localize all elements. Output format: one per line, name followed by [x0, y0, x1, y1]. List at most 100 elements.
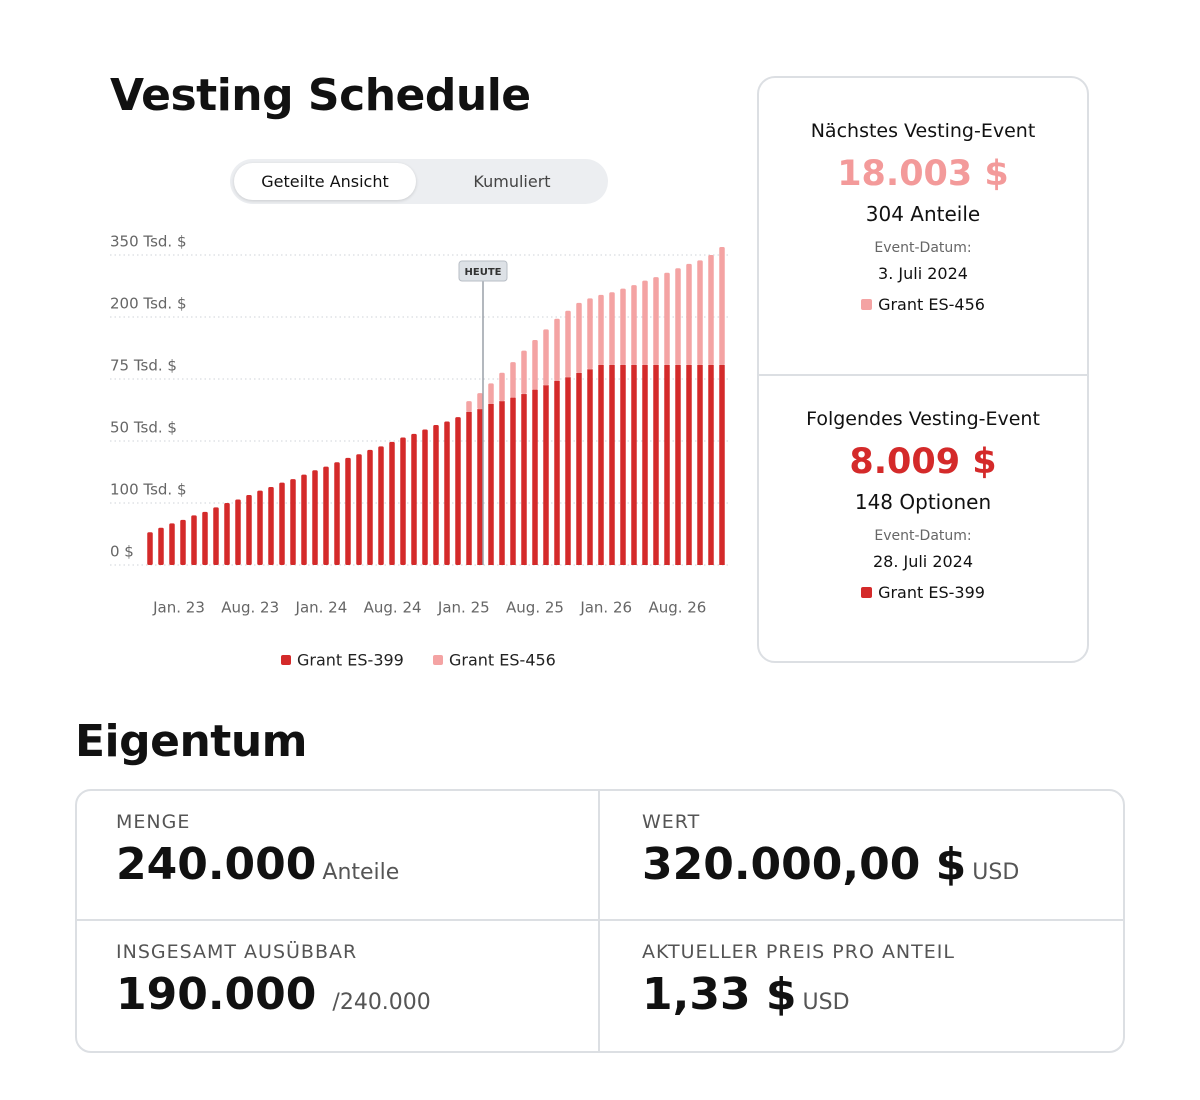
bar	[180, 519, 186, 565]
bar	[521, 394, 527, 565]
bar	[389, 441, 395, 565]
bar	[653, 364, 659, 565]
value: 240.000	[116, 839, 317, 890]
event: Nächstes Vesting-Event 18.003 $ 304 Ante…	[759, 120, 1087, 314]
bar	[290, 479, 296, 565]
bar	[422, 429, 428, 565]
cell-label: WERT	[642, 811, 701, 833]
bar	[565, 377, 571, 565]
x-tick-label: Jan. 25	[437, 599, 490, 617]
bar	[158, 527, 164, 565]
x-tick-label: Jan. 24	[295, 599, 348, 617]
bar	[477, 409, 483, 565]
event-date-label: Event-Datum:	[874, 528, 972, 544]
value: 190.000	[116, 969, 317, 1020]
bar	[367, 449, 373, 565]
y-tick-label: 75 Tsd. $	[110, 357, 177, 375]
bar	[433, 425, 439, 565]
bar	[587, 298, 593, 370]
bar	[543, 385, 549, 565]
y-tick-label: 50 Tsd. $	[110, 419, 177, 437]
divider	[77, 919, 1123, 921]
bar	[631, 285, 637, 365]
toggle-option[interactable]: Kumuliert	[473, 172, 551, 191]
event: Folgendes Vesting-Event 8.009 $ 148 Opti…	[759, 408, 1087, 602]
section-title: Eigentum	[75, 716, 308, 767]
event-date-label: Event-Datum:	[874, 240, 972, 256]
bar	[576, 372, 582, 565]
chart-title: Vesting Schedule	[110, 70, 531, 121]
value: 320.000,00 $	[642, 839, 967, 890]
event-title: Folgendes Vesting-Event	[806, 408, 1040, 430]
grant-name: Grant ES-456	[878, 295, 985, 314]
bar	[334, 462, 340, 565]
bar	[312, 470, 318, 565]
bar	[521, 350, 527, 395]
bar	[675, 268, 681, 365]
bar	[598, 294, 604, 365]
bar	[697, 260, 703, 365]
toggle-option[interactable]: Geteilte Ansicht	[234, 163, 416, 200]
grant-swatch	[861, 299, 873, 310]
chart: 350 Tsd. $ 200 Tsd. $ 75 Tsd. $ 50 Tsd. $ 10…	[110, 233, 730, 670]
bar	[345, 457, 351, 565]
bar	[576, 302, 582, 373]
bar	[323, 466, 329, 565]
bar	[510, 397, 516, 565]
unit: Anteile	[322, 860, 400, 885]
x-tick-label: Jan. 23	[152, 599, 205, 617]
bar	[620, 364, 626, 565]
bar	[455, 417, 461, 565]
bar	[598, 364, 604, 565]
cell-label: INSGESAMT AUSÜBBAR	[116, 941, 358, 963]
unit: USD	[972, 860, 1020, 885]
event-date: 3. Juli 2024	[878, 264, 968, 283]
bar	[554, 318, 560, 381]
legend-label: Grant ES-399	[297, 651, 404, 670]
bar	[664, 272, 670, 365]
bar	[653, 277, 659, 365]
cell-value: 320.000,00 $ USD	[642, 839, 1126, 890]
divider	[598, 791, 600, 1051]
cell: MENGE 240.000 Anteile	[77, 791, 600, 921]
legend-label: Grant ES-456	[449, 651, 556, 670]
events-card: Nächstes Vesting-Event 18.003 $ 304 Ante…	[757, 76, 1089, 663]
bar	[411, 433, 417, 565]
x-tick-label: Aug. 24	[364, 599, 422, 617]
bar	[499, 401, 505, 565]
bar	[191, 515, 197, 565]
bar	[543, 329, 549, 386]
bar	[664, 364, 670, 565]
bar	[686, 364, 692, 565]
y-tick-label: 350 Tsd. $	[110, 233, 187, 251]
event-units: 148 Optionen	[854, 490, 992, 514]
today-badge	[458, 260, 508, 282]
legend-swatch	[281, 655, 291, 665]
bar	[587, 369, 593, 565]
bar	[697, 364, 703, 565]
bar	[279, 482, 285, 565]
cell-label: MENGE	[116, 811, 191, 833]
legend-swatch	[433, 655, 443, 665]
cell: AKTUELLER PREIS PRO ANTEIL 1,33 $ USD	[603, 921, 1126, 1051]
y-tick-label: 100 Tsd. $	[110, 481, 187, 499]
bar	[565, 310, 571, 378]
value: 1,33 $	[642, 969, 797, 1020]
grant-name: Grant ES-399	[878, 583, 985, 602]
y-tick-label: 200 Tsd. $	[110, 295, 187, 313]
bar	[400, 437, 406, 565]
bar	[620, 288, 626, 365]
bar	[444, 421, 450, 565]
bar	[477, 393, 483, 410]
event-amount: 8.009 $	[849, 442, 997, 482]
bar	[631, 364, 637, 565]
x-tick-label: Aug. 25	[506, 599, 564, 617]
x-tick-label: Aug. 23	[221, 599, 279, 617]
bar	[686, 263, 692, 365]
bar	[532, 389, 538, 565]
view-toggle: Geteilte Ansicht Kumuliert	[230, 159, 608, 204]
cell-value: 240.000 Anteile	[116, 839, 600, 890]
cell-value: 1,33 $ USD	[642, 969, 1126, 1020]
ownership-table: MENGE 240.000 Anteile WERT 320.000,00 $ US…	[75, 789, 1125, 1053]
